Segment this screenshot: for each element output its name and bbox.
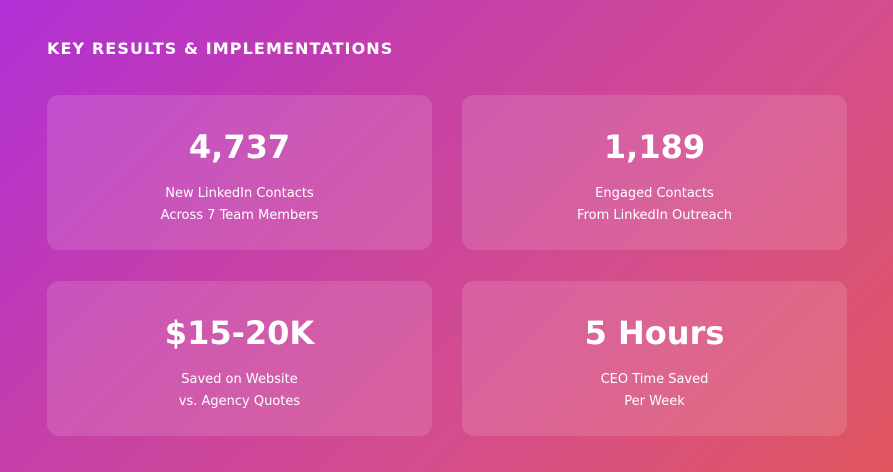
metric-card-ceo-time-saved: 5 Hours CEO Time Saved Per Week [462,281,847,436]
metric-description: Saved on Website vs. Agency Quotes [179,369,300,413]
metric-value: 4,737 [188,128,291,166]
metric-value: 5 Hours [584,314,725,352]
metric-card-website-savings: $15-20K Saved on Website vs. Agency Quot… [47,281,432,436]
metric-description-line-2: From LinkedIn Outreach [577,208,732,223]
section-title: KEY RESULTS & IMPLEMENTATIONS [47,39,394,58]
metric-description-line-1: Saved on Website [181,372,298,387]
metric-description: Engaged Contacts From LinkedIn Outreach [577,183,732,227]
metric-description-line-1: New LinkedIn Contacts [165,186,314,201]
metric-description-line-1: Engaged Contacts [595,186,714,201]
metric-description-line-1: CEO Time Saved [600,372,709,387]
metric-description: New LinkedIn Contacts Across 7 Team Memb… [161,183,319,227]
metric-value: 1,189 [603,128,706,166]
metric-value: $15-20K [164,314,315,352]
metric-description-line-2: Per Week [624,394,685,409]
metric-description-line-2: vs. Agency Quotes [178,394,301,409]
metric-card-engaged-contacts: 1,189 Engaged Contacts From LinkedIn Out… [462,95,847,250]
metric-card-linkedin-contacts: 4,737 New LinkedIn Contacts Across 7 Tea… [47,95,432,250]
metric-description: CEO Time Saved Per Week [601,369,709,413]
metric-description-line-2: Across 7 Team Members [160,208,319,223]
